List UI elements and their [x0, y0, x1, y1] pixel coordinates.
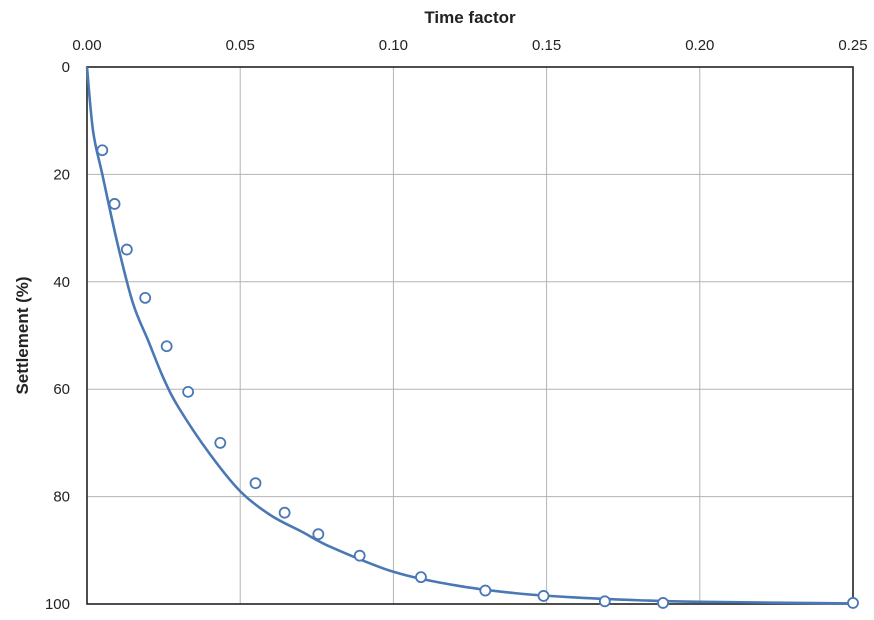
data-point — [120, 243, 133, 256]
data-point — [182, 385, 195, 398]
x-tick-label: 0.20 — [685, 37, 714, 54]
data-point — [353, 549, 366, 562]
y-tick-label: 80 — [53, 489, 70, 506]
x-tick-label: 0.25 — [838, 37, 867, 54]
x-tick-label: 0.10 — [379, 37, 408, 54]
data-point — [312, 528, 325, 541]
plot-frame — [86, 66, 854, 605]
data-point — [108, 198, 121, 210]
grid-layer — [87, 67, 853, 604]
x-tick-label: 0.00 — [72, 37, 101, 54]
tick-label-layer: 0.00 0.05 0.10 0.15 0.20 0.25 0 20 40 60 80 100 — [45, 37, 868, 613]
y-tick-label: 100 — [45, 596, 70, 613]
data-point — [214, 436, 227, 449]
x-axis-title: Time factor — [424, 8, 516, 27]
data-point — [139, 292, 152, 304]
data-point — [278, 506, 291, 519]
theory-curve — [85, 66, 854, 605]
data-point — [160, 340, 173, 353]
data-point — [415, 571, 427, 584]
data-point — [479, 584, 492, 597]
data-point — [847, 597, 859, 609]
y-tick-label: 40 — [53, 274, 70, 291]
data-point — [598, 595, 611, 608]
y-tick-label: 60 — [53, 381, 70, 398]
series-layer — [85, 66, 859, 609]
y-tick-label: 20 — [53, 166, 70, 183]
y-tick-label: 0 — [62, 59, 70, 76]
x-tick-label: 0.05 — [226, 37, 255, 54]
data-point — [249, 477, 262, 490]
data-point — [657, 597, 669, 609]
data-point — [537, 590, 550, 602]
data-point — [96, 144, 109, 157]
y-axis-title: Settlement (%) — [13, 276, 32, 394]
x-tick-label: 0.15 — [532, 37, 561, 54]
